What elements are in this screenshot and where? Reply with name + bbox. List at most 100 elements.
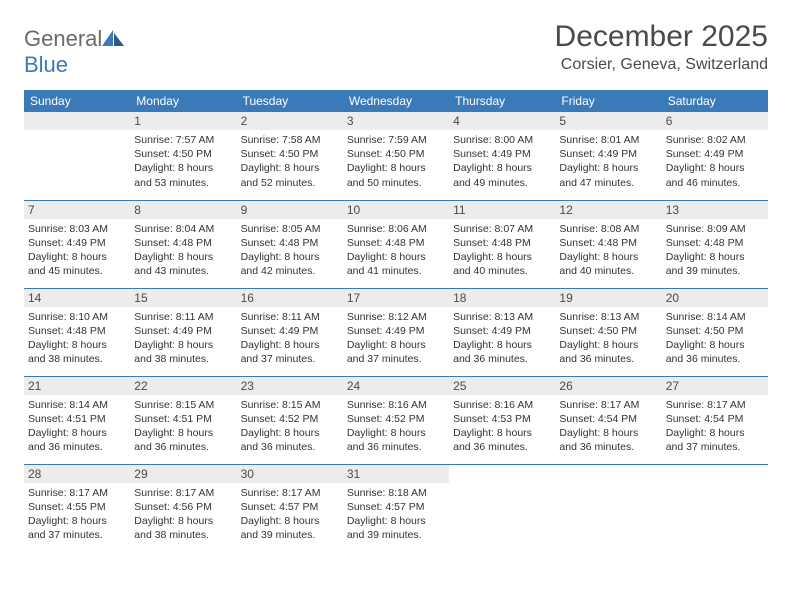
daylight-text: Daylight: 8 hours and 43 minutes. <box>134 250 232 278</box>
day-number: 18 <box>449 289 555 307</box>
day-number: 3 <box>343 112 449 130</box>
sunset-text: Sunset: 4:48 PM <box>666 236 764 250</box>
calendar-day-cell: 11 Sunrise: 8:07 AMSunset: 4:48 PMDayligh… <box>449 200 555 288</box>
title-block: December 2025 Corsier, Geneva, Switzerla… <box>555 20 768 74</box>
calendar-day-cell: 19Sunrise: 8:13 AMSunset: 4:50 PMDayligh… <box>555 288 661 376</box>
day-details: Sunrise: 7:59 AMSunset: 4:50 PMDaylight:… <box>347 133 445 190</box>
calendar-day-cell: 26Sunrise: 8:17 AMSunset: 4:54 PMDayligh… <box>555 376 661 464</box>
day-number: 1 <box>130 112 236 130</box>
sunrise-text: Sunrise: 8:11 AM <box>134 310 232 324</box>
calendar-day-cell: 20Sunrise: 8:14 AMSunset: 4:50 PMDayligh… <box>662 288 768 376</box>
sunrise-text: Sunrise: 8:03 AM <box>28 222 126 236</box>
month-title: December 2025 <box>555 20 768 54</box>
brand-blue: Blue <box>24 52 68 77</box>
calendar-day-cell <box>555 464 661 552</box>
sunrise-text: Sunrise: 8:14 AM <box>666 310 764 324</box>
sunset-text: Sunset: 4:49 PM <box>241 324 339 338</box>
daylight-text: Daylight: 8 hours and 36 minutes. <box>559 338 657 366</box>
day-number: 17 <box>343 289 449 307</box>
sunset-text: Sunset: 4:57 PM <box>241 500 339 514</box>
weekday-header: Sunday <box>24 90 130 112</box>
calendar-week-row: 28Sunrise: 8:17 AMSunset: 4:55 PMDayligh… <box>24 464 768 552</box>
weekday-header: Saturday <box>662 90 768 112</box>
weekday-header-row: Sunday Monday Tuesday Wednesday Thursday… <box>24 90 768 112</box>
calendar-week-row: 1Sunrise: 7:57 AMSunset: 4:50 PMDaylight… <box>24 112 768 200</box>
calendar-day-cell: 1 Sunrise: 7:57 AMSunset: 4:50 PMDaylight… <box>130 112 236 200</box>
sunrise-text: Sunrise: 7:57 AM <box>134 133 232 147</box>
day-details: Sunrise: 8:11 AMSunset: 4:49 PMDaylight:… <box>134 310 232 367</box>
day-number: 2 <box>237 112 343 130</box>
day-number: 30 <box>237 465 343 483</box>
brand-general: General <box>24 26 102 51</box>
sunrise-text: Sunrise: 8:12 AM <box>347 310 445 324</box>
day-details: Sunrise: 8:16 AMSunset: 4:53 PMDaylight:… <box>453 398 551 455</box>
calendar-day-cell: 22Sunrise: 8:15 AMSunset: 4:51 PMDayligh… <box>130 376 236 464</box>
sunset-text: Sunset: 4:56 PM <box>134 500 232 514</box>
daylight-text: Daylight: 8 hours and 37 minutes. <box>241 338 339 366</box>
day-details: Sunrise: 8:17 AMSunset: 4:54 PMDaylight:… <box>559 398 657 455</box>
weekday-header: Tuesday <box>237 90 343 112</box>
sunset-text: Sunset: 4:51 PM <box>134 412 232 426</box>
day-details: Sunrise: 8:00 AMSunset: 4:49 PMDaylight:… <box>453 133 551 190</box>
calendar-day-cell: 6Sunrise: 8:02 AMSunset: 4:49 PMDaylight… <box>662 112 768 200</box>
day-number: 29 <box>130 465 236 483</box>
daylight-text: Daylight: 8 hours and 45 minutes. <box>28 250 126 278</box>
sunrise-text: Sunrise: 8:18 AM <box>347 486 445 500</box>
daylight-text: Daylight: 8 hours and 36 minutes. <box>28 426 126 454</box>
sunrise-text: Sunrise: 7:58 AM <box>241 133 339 147</box>
calendar-day-cell: 8 Sunrise: 8:04 AMSunset: 4:48 PMDaylight… <box>130 200 236 288</box>
daylight-text: Daylight: 8 hours and 46 minutes. <box>666 161 764 189</box>
daylight-text: Daylight: 8 hours and 37 minutes. <box>28 514 126 542</box>
day-number: 11 <box>449 201 555 219</box>
sunset-text: Sunset: 4:48 PM <box>453 236 551 250</box>
calendar-day-cell: 30 Sunrise: 8:17 AMSunset: 4:57 PMDayligh… <box>237 464 343 552</box>
sunset-text: Sunset: 4:50 PM <box>241 147 339 161</box>
calendar-day-cell: 23Sunrise: 8:15 AMSunset: 4:52 PMDayligh… <box>237 376 343 464</box>
sunrise-text: Sunrise: 8:08 AM <box>559 222 657 236</box>
sunset-text: Sunset: 4:49 PM <box>666 147 764 161</box>
day-number: 6 <box>662 112 768 130</box>
calendar-day-cell: 4 Sunrise: 8:00 AMSunset: 4:49 PMDaylight… <box>449 112 555 200</box>
daylight-text: Daylight: 8 hours and 36 minutes. <box>134 426 232 454</box>
daylight-text: Daylight: 8 hours and 42 minutes. <box>241 250 339 278</box>
calendar-day-cell: 15Sunrise: 8:11 AMSunset: 4:49 PMDayligh… <box>130 288 236 376</box>
brand-logo: General Blue <box>24 26 124 78</box>
sunrise-text: Sunrise: 8:15 AM <box>241 398 339 412</box>
daylight-text: Daylight: 8 hours and 38 minutes. <box>134 514 232 542</box>
sunset-text: Sunset: 4:52 PM <box>347 412 445 426</box>
calendar-day-cell <box>24 112 130 200</box>
calendar-day-cell: 2Sunrise: 7:58 AMSunset: 4:50 PMDaylight… <box>237 112 343 200</box>
day-number: 4 <box>449 112 555 130</box>
sunset-text: Sunset: 4:50 PM <box>134 147 232 161</box>
sunrise-text: Sunrise: 8:14 AM <box>28 398 126 412</box>
sunset-text: Sunset: 4:48 PM <box>28 324 126 338</box>
day-details: Sunrise: 8:17 AMSunset: 4:54 PMDaylight:… <box>666 398 764 455</box>
day-details: Sunrise: 8:07 AMSunset: 4:48 PMDaylight:… <box>453 222 551 279</box>
day-details: Sunrise: 8:17 AMSunset: 4:55 PMDaylight:… <box>28 486 126 543</box>
calendar-day-cell: 12Sunrise: 8:08 AMSunset: 4:48 PMDayligh… <box>555 200 661 288</box>
calendar-day-cell: 14Sunrise: 8:10 AMSunset: 4:48 PMDayligh… <box>24 288 130 376</box>
sunset-text: Sunset: 4:48 PM <box>134 236 232 250</box>
daylight-text: Daylight: 8 hours and 36 minutes. <box>559 426 657 454</box>
day-number: 16 <box>237 289 343 307</box>
sail-icon <box>102 30 124 46</box>
sunset-text: Sunset: 4:51 PM <box>28 412 126 426</box>
day-details: Sunrise: 8:12 AMSunset: 4:49 PMDaylight:… <box>347 310 445 367</box>
calendar-day-cell: 27Sunrise: 8:17 AMSunset: 4:54 PMDayligh… <box>662 376 768 464</box>
weekday-header: Friday <box>555 90 661 112</box>
day-number: 21 <box>24 377 130 395</box>
daylight-text: Daylight: 8 hours and 36 minutes. <box>453 426 551 454</box>
day-details: Sunrise: 8:17 AMSunset: 4:57 PMDaylight:… <box>241 486 339 543</box>
sunset-text: Sunset: 4:48 PM <box>347 236 445 250</box>
sunset-text: Sunset: 4:49 PM <box>453 147 551 161</box>
day-details: Sunrise: 8:14 AMSunset: 4:50 PMDaylight:… <box>666 310 764 367</box>
weekday-header: Monday <box>130 90 236 112</box>
day-details: Sunrise: 7:57 AMSunset: 4:50 PMDaylight:… <box>134 133 232 190</box>
day-number: 24 <box>343 377 449 395</box>
day-number: 8 <box>130 201 236 219</box>
day-number: 31 <box>343 465 449 483</box>
day-details: Sunrise: 8:04 AMSunset: 4:48 PMDaylight:… <box>134 222 232 279</box>
daylight-text: Daylight: 8 hours and 49 minutes. <box>453 161 551 189</box>
sunrise-text: Sunrise: 8:13 AM <box>559 310 657 324</box>
sunrise-text: Sunrise: 7:59 AM <box>347 133 445 147</box>
